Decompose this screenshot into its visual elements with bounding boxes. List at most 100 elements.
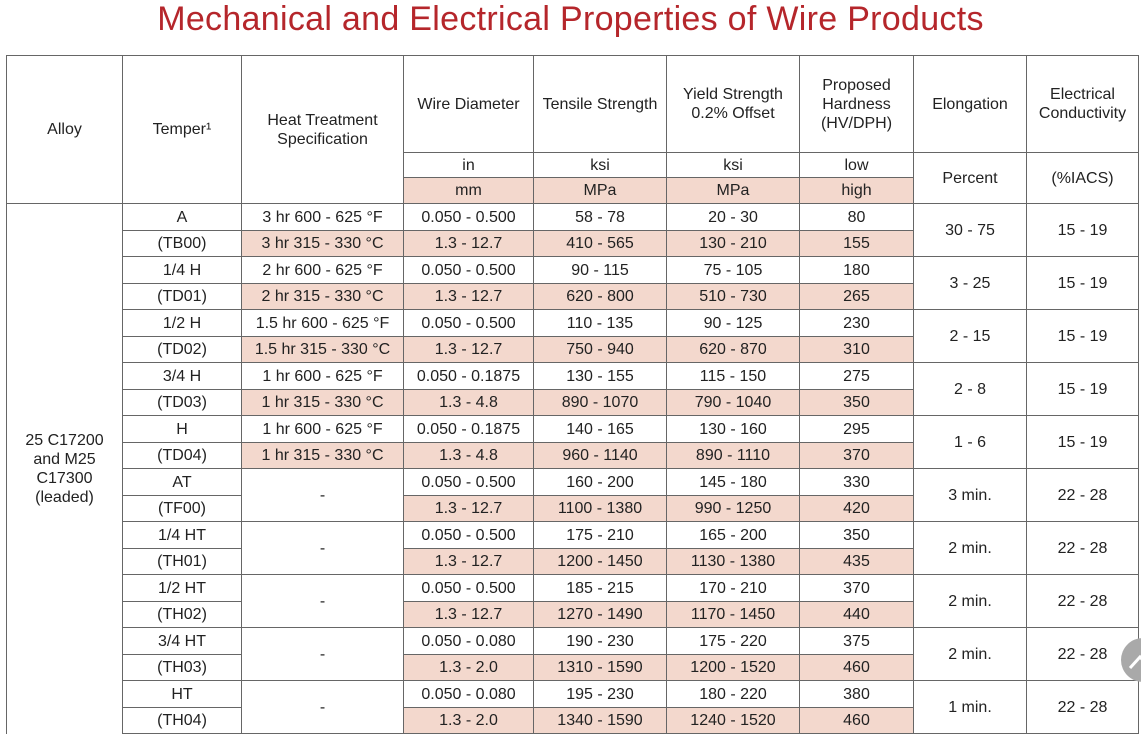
conductivity-cell: 22 - 28 xyxy=(1026,521,1139,575)
diameter-cell: 0.050 - 0.1875 xyxy=(403,415,534,443)
temper-name: 3/4 HT xyxy=(122,627,242,655)
yield-cell: 620 - 870 xyxy=(666,336,800,363)
table-row: (TB00) 3 hr 315 - 330 °C 1.3 - 12.7 410 - 5… xyxy=(7,230,1139,257)
tensile-cell: 960 - 1140 xyxy=(533,442,667,469)
table-row: (TH03) 1.3 - 2.0 1310 - 1590 1200 - 1520 460 xyxy=(7,654,1139,681)
heat-treatment-cell: 1 hr 315 - 330 °C xyxy=(241,389,404,416)
heat-treatment-cell: 2 hr 600 - 625 °F xyxy=(241,256,404,284)
elongation-cell: 2 - 8 xyxy=(913,362,1027,416)
hardness-cell: 440 xyxy=(799,601,914,628)
elongation-cell: 30 - 75 xyxy=(913,203,1027,257)
tensile-cell: 130 - 155 xyxy=(533,362,667,390)
heat-treatment-cell: - xyxy=(241,521,404,575)
yield-cell: 145 - 180 xyxy=(666,468,800,496)
tensile-cell: 750 - 940 xyxy=(533,336,667,363)
heat-treatment-cell: 1 hr 600 - 625 °F xyxy=(241,362,404,390)
hardness-cell: 435 xyxy=(799,548,914,575)
diameter-cell: 1.3 - 12.7 xyxy=(403,230,534,257)
yield-cell: 180 - 220 xyxy=(666,680,800,708)
hardness-cell: 275 xyxy=(799,362,914,390)
table-row: 1/2 H 1.5 hr 600 - 625 °F 0.050 - 0.500 110… xyxy=(7,309,1139,363)
header-conductivity: Electrical Conductivity xyxy=(1026,55,1139,153)
diameter-cell: 1.3 - 12.7 xyxy=(403,283,534,310)
hardness-cell: 420 xyxy=(799,495,914,522)
header-yield-strength: Yield Strength 0.2% Offset xyxy=(666,55,800,153)
table-row: (TH04) 1.3 - 2.0 1340 - 1590 1240 - 1520 460 xyxy=(7,707,1139,734)
temper-code: (TH01) xyxy=(122,548,242,575)
elongation-cell: 2 min. xyxy=(913,627,1027,681)
diameter-cell: 1.3 - 2.0 xyxy=(403,707,534,734)
temper-code: (TH04) xyxy=(122,707,242,734)
tensile-cell: 90 - 115 xyxy=(533,256,667,284)
hardness-cell: 265 xyxy=(799,283,914,310)
hardness-cell: 310 xyxy=(799,336,914,363)
temper-code: (TH03) xyxy=(122,654,242,681)
table-row: HT -0.050 - 0.080 195 - 230 180 - 220 380 1 m… xyxy=(7,680,1139,734)
diameter-cell: 1.3 - 12.7 xyxy=(403,495,534,522)
header-temper: Temper¹ xyxy=(122,55,242,204)
elongation-cell: 1 min. xyxy=(913,680,1027,734)
temper-code: (TF00) xyxy=(122,495,242,522)
table-row: 3/4 HT -0.050 - 0.080 190 - 230 175 - 220 37… xyxy=(7,627,1139,681)
table-row: (TH02) 1.3 - 12.7 1270 - 1490 1170 - 1450 44… xyxy=(7,601,1139,628)
tensile-cell: 1200 - 1450 xyxy=(533,548,667,575)
tensile-cell: 410 - 565 xyxy=(533,230,667,257)
diameter-cell: 0.050 - 0.500 xyxy=(403,521,534,549)
yield-cell: 75 - 105 xyxy=(666,256,800,284)
elongation-cell: 3 - 25 xyxy=(913,256,1027,310)
unit-hardness-low: low xyxy=(799,152,914,178)
heat-treatment-cell: - xyxy=(241,627,404,681)
hardness-cell: 460 xyxy=(799,654,914,681)
scroll-to-top-button[interactable] xyxy=(1121,638,1141,682)
temper-code: (TB00) xyxy=(122,230,242,257)
hardness-cell: 380 xyxy=(799,680,914,708)
table-row: (TD01) 2 hr 315 - 330 °C 1.3 - 12.7 620 - 8… xyxy=(7,283,1139,310)
elongation-cell: 2 min. xyxy=(913,574,1027,628)
table-row: (TH01) 1.3 - 12.7 1200 - 1450 1130 - 1380 43… xyxy=(7,548,1139,575)
temper-name: HT xyxy=(122,680,242,708)
conductivity-cell: 22 - 28 xyxy=(1026,680,1139,734)
conductivity-cell: 22 - 28 xyxy=(1026,468,1139,522)
tensile-cell: 1270 - 1490 xyxy=(533,601,667,628)
tensile-cell: 1100 - 1380 xyxy=(533,495,667,522)
conductivity-cell: 15 - 19 xyxy=(1026,256,1139,310)
unit-yield-mpa: MPa xyxy=(666,177,800,204)
temper-code: (TH02) xyxy=(122,601,242,628)
heat-treatment-cell: 1 hr 600 - 625 °F xyxy=(241,415,404,443)
table-row: (TF00) 1.3 - 12.7 1100 - 1380 990 - 1250 420 xyxy=(7,495,1139,522)
hardness-cell: 350 xyxy=(799,521,914,549)
heat-treatment-cell: 1.5 hr 600 - 625 °F xyxy=(241,309,404,337)
yield-cell: 115 - 150 xyxy=(666,362,800,390)
table-row: (TD02) 1.5 hr 315 - 330 °C 1.3 - 12.7 750 -… xyxy=(7,336,1139,363)
diameter-cell: 1.3 - 4.8 xyxy=(403,389,534,416)
page-title: Mechanical and Electrical Properties of … xyxy=(157,0,984,38)
header-hardness: Proposed Hardness (HV/DPH) xyxy=(799,55,914,153)
unit-yield-ksi: ksi xyxy=(666,152,800,178)
yield-cell: 990 - 1250 xyxy=(666,495,800,522)
tensile-cell: 890 - 1070 xyxy=(533,389,667,416)
unit-hardness-high: high xyxy=(799,177,914,204)
temper-code: (TD04) xyxy=(122,442,242,469)
diameter-cell: 0.050 - 0.080 xyxy=(403,627,534,655)
diameter-cell: 0.050 - 0.500 xyxy=(403,468,534,496)
conductivity-cell: 15 - 19 xyxy=(1026,415,1139,469)
diameter-cell: 0.050 - 0.500 xyxy=(403,203,534,231)
diameter-cell: 1.3 - 12.7 xyxy=(403,336,534,363)
elongation-cell: 1 - 6 xyxy=(913,415,1027,469)
temper-name: 1/4 HT xyxy=(122,521,242,549)
hardness-cell: 155 xyxy=(799,230,914,257)
table-row: 1/4 HT -0.050 - 0.500 175 - 210 165 - 200 35… xyxy=(7,521,1139,575)
table-row: (TD03) 1 hr 315 - 330 °C 1.3 - 4.8 890 - 10… xyxy=(7,389,1139,416)
yield-cell: 20 - 30 xyxy=(666,203,800,231)
hardness-cell: 180 xyxy=(799,256,914,284)
table-row: 25 C17200 and M25 C17300 (leaded) A 3 hr 6… xyxy=(6,203,1139,734)
header-alloy: Alloy xyxy=(6,55,123,204)
hardness-cell: 370 xyxy=(799,442,914,469)
yield-cell: 1130 - 1380 xyxy=(666,548,800,575)
unit-diameter-in: in xyxy=(403,152,534,178)
diameter-cell: 1.3 - 2.0 xyxy=(403,654,534,681)
heat-treatment-cell: 3 hr 315 - 330 °C xyxy=(241,230,404,257)
yield-cell: 130 - 210 xyxy=(666,230,800,257)
temper-name: 1/4 H xyxy=(122,256,242,284)
